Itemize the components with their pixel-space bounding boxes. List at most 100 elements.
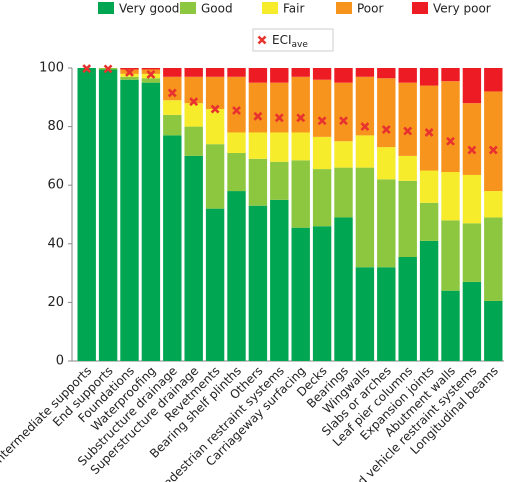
bar-segment — [270, 132, 289, 162]
y-tick-label: 0 — [56, 354, 64, 369]
y-tick-label: 20 — [47, 295, 64, 310]
bar-segment — [441, 172, 460, 221]
marker-legend-name: ECI — [272, 33, 292, 47]
eci-marker — [296, 113, 306, 123]
bar-segment — [312, 136, 332, 170]
y-tick-label: 80 — [47, 119, 64, 134]
eci-marker — [253, 111, 263, 121]
bar-segment — [205, 208, 225, 361]
bar-segment — [184, 68, 203, 77]
bar-segment — [270, 161, 289, 200]
bar-segment — [312, 169, 332, 227]
bar-segment — [377, 68, 396, 79]
bar-segment — [184, 103, 203, 127]
marker-legend-symbol — [257, 35, 267, 45]
bar-segment — [334, 167, 353, 218]
eci-marker — [210, 104, 220, 114]
legend-label: Poor — [357, 2, 383, 16]
bar-segment — [398, 256, 417, 361]
legend-swatch — [262, 2, 278, 14]
bar-segment — [398, 82, 417, 156]
eci-marker — [317, 116, 327, 126]
bar-segment — [462, 68, 482, 104]
bar-segment — [270, 199, 289, 361]
bar-segment — [419, 85, 439, 171]
bar-segment — [270, 68, 289, 83]
bar-segment — [419, 68, 439, 86]
bar-segment — [377, 147, 396, 180]
bar-segment — [77, 68, 96, 361]
eci-marker — [446, 136, 455, 146]
bar-segment — [419, 202, 439, 241]
eci-marker — [167, 88, 177, 98]
eci-marker — [103, 64, 113, 74]
bar-segment — [98, 69, 118, 361]
bar-segment — [419, 240, 439, 361]
legend-label: Fair — [283, 2, 304, 16]
bar-segment — [184, 126, 203, 156]
bar-segment — [441, 68, 460, 82]
bar-segment — [163, 114, 182, 136]
bar-segment — [484, 217, 503, 301]
legend-label: Very poor — [433, 2, 491, 16]
bar-segment — [291, 76, 310, 133]
bar-segment — [184, 155, 203, 361]
bar-segment — [334, 82, 353, 142]
bar-segment — [163, 68, 182, 77]
bar-segment — [120, 68, 139, 70]
bar-segment — [441, 81, 460, 173]
y-tick-label: 100 — [39, 61, 64, 76]
bar-segment — [141, 68, 161, 70]
eci-marker — [82, 64, 92, 74]
bar-segment — [462, 174, 482, 224]
bar-segment — [484, 68, 503, 92]
bar-segment — [377, 179, 396, 268]
bar-segment — [355, 267, 375, 361]
bar-segment — [291, 227, 310, 361]
y-tick-label: 60 — [47, 178, 64, 193]
legend-label: Good — [201, 2, 233, 16]
bar-segment — [484, 191, 503, 218]
bar-segment — [312, 68, 332, 80]
eci-marker — [424, 128, 434, 137]
eci-marker — [360, 122, 370, 132]
bar-segment — [227, 152, 246, 192]
bar-segment — [205, 109, 225, 145]
legend-label: Very good — [119, 2, 179, 16]
bar-segment — [377, 267, 396, 361]
bar-segment — [398, 68, 417, 83]
bar-segment — [120, 73, 139, 77]
bar-segment — [419, 170, 439, 203]
bar-segment — [184, 76, 203, 104]
bar-segment — [398, 180, 417, 257]
eci-marker — [232, 106, 241, 115]
bar-segment — [205, 144, 225, 209]
bar-segment — [205, 68, 225, 77]
bar-segment — [120, 76, 139, 80]
bar-segment — [248, 68, 268, 83]
legend-swatch — [336, 2, 352, 14]
legend-swatch — [180, 2, 196, 14]
bar-segment — [355, 68, 375, 77]
bar-segment — [141, 78, 161, 83]
eci-marker — [125, 67, 134, 77]
bar-segment — [484, 91, 503, 192]
bar-segment — [462, 103, 482, 175]
bar-segment — [270, 82, 289, 133]
bar-segment — [441, 220, 460, 291]
bar-segment — [334, 141, 353, 168]
legend-swatch — [98, 2, 114, 14]
bar-segment — [398, 155, 417, 181]
bar-segment — [462, 281, 482, 361]
eci-marker — [467, 145, 477, 155]
bar-segment — [291, 68, 310, 77]
bar-segment — [355, 76, 375, 136]
legend-swatch — [412, 2, 428, 14]
bar-segment — [163, 135, 182, 361]
bar-segment — [227, 191, 246, 361]
eci-marker — [189, 97, 199, 107]
bar-segment — [163, 100, 182, 115]
eci-marker — [403, 126, 413, 136]
bar-segment — [120, 79, 139, 361]
